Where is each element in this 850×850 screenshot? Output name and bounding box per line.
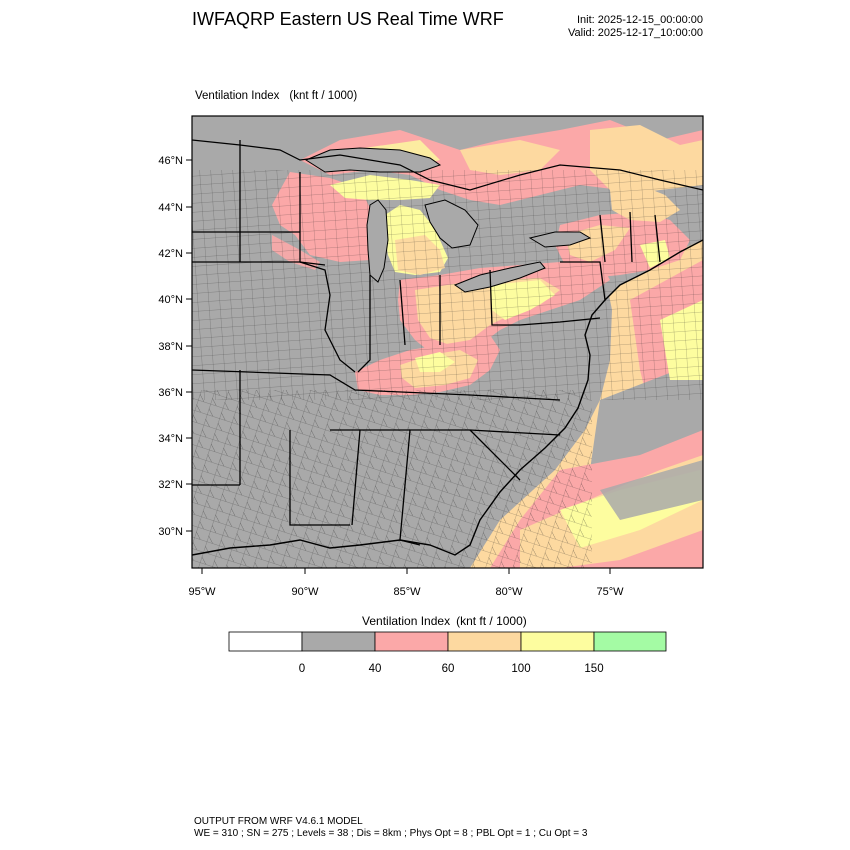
- lat-label-30: 30°N: [158, 526, 183, 538]
- valid-time: Valid: 2025-12-17_10:00:00: [568, 27, 703, 39]
- county-lines-south: [192, 390, 592, 568]
- lake-ontario: [528, 231, 592, 248]
- lake-michigan: [366, 199, 389, 283]
- plot-field-units: (knt ft / 1000): [289, 90, 358, 102]
- canada-orange-mid: [460, 140, 560, 175]
- lat-label-32: 32°N: [158, 479, 183, 491]
- map-frame: [191, 115, 704, 569]
- plot-field-label: Ventilation Index (knt ft / 1000): [195, 90, 357, 102]
- colorbar-tick-0: 0: [298, 663, 306, 675]
- latitude-ticks: [186, 159, 192, 532]
- lon-label-95: 95°W: [188, 586, 216, 598]
- lat-label-40: 40°N: [158, 294, 183, 306]
- lat-label-44: 44°N: [158, 202, 183, 214]
- lon-label-90: 90°W: [291, 586, 319, 598]
- lake-huron: [424, 199, 479, 249]
- colorbar-bin-green: [593, 631, 667, 652]
- model-config-label: WE = 310 ; SN = 275 ; Levels = 38 ; Dis …: [194, 828, 588, 839]
- figure-title: IWFAQRP Eastern US Real Time WRF: [192, 9, 504, 29]
- lon-label-75: 75°W: [596, 586, 624, 598]
- coastline: [192, 239, 703, 556]
- plot-field-name: Ventilation Index: [195, 90, 280, 102]
- colorbar-bin-white: [228, 631, 303, 652]
- colorbar-tick-60: 60: [441, 663, 455, 675]
- colorbar-title: Ventilation Index (knt ft / 1000): [362, 614, 527, 628]
- lat-label-38: 38°N: [158, 341, 183, 353]
- lat-label-42: 42°N: [158, 248, 183, 260]
- us-canada-border: [192, 139, 703, 191]
- colorbar-bin-orange: [447, 631, 522, 652]
- lat-label-46: 46°N: [158, 155, 183, 167]
- lon-label-80: 80°W: [495, 586, 523, 598]
- colorbar-title-name: Ventilation Index: [362, 614, 451, 628]
- colorbar-bin-yellow: [520, 631, 595, 652]
- state-boundaries: [192, 140, 661, 546]
- colorbar-tick-150: 150: [584, 663, 604, 675]
- colorbar-tick-40: 40: [368, 663, 382, 675]
- colorbar-tick-100: 100: [511, 663, 531, 675]
- colorbar-title-units: (knt ft / 1000): [456, 614, 527, 628]
- colorbar-bin-gray: [301, 631, 376, 652]
- longitude-ticks: [201, 568, 611, 574]
- lat-label-34: 34°N: [158, 433, 183, 445]
- colorbar: [228, 631, 667, 652]
- lon-label-85: 85°W: [393, 586, 421, 598]
- init-time: Init: 2025-12-15_00:00:00: [577, 14, 703, 26]
- model-output-label: OUTPUT FROM WRF V4.6.1 MODEL: [194, 816, 363, 827]
- atlantic-gray-streak: [600, 460, 703, 520]
- lat-label-36: 36°N: [158, 387, 183, 399]
- map-content: [192, 116, 703, 568]
- colorbar-bin-pink: [374, 631, 449, 652]
